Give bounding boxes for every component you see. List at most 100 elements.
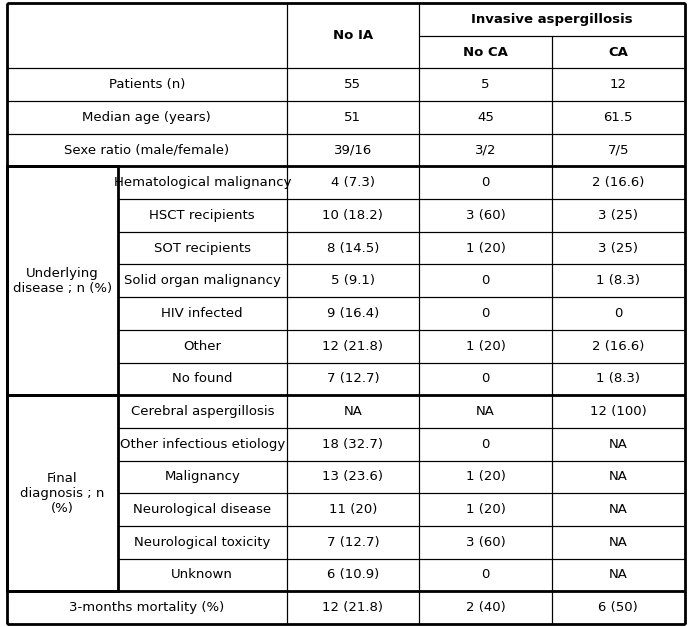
Text: 12 (21.8): 12 (21.8) xyxy=(323,340,383,352)
Text: Other infectious etiology: Other infectious etiology xyxy=(120,438,285,451)
Text: NA: NA xyxy=(476,405,495,418)
Bar xyxy=(7,167,118,395)
Bar xyxy=(7,134,287,167)
Bar xyxy=(287,297,419,330)
Text: Unknown: Unknown xyxy=(171,568,233,581)
Text: 1 (20): 1 (20) xyxy=(466,241,506,255)
Bar xyxy=(552,134,685,167)
Text: 2 (16.6): 2 (16.6) xyxy=(592,340,645,352)
Text: 5: 5 xyxy=(482,78,490,92)
Bar xyxy=(419,395,552,428)
Text: 45: 45 xyxy=(477,111,494,124)
Bar xyxy=(118,460,287,493)
Text: Neurological disease: Neurological disease xyxy=(133,503,271,516)
Text: SOT recipients: SOT recipients xyxy=(154,241,251,255)
Bar xyxy=(118,493,287,526)
Bar xyxy=(287,559,419,591)
Text: Malignancy: Malignancy xyxy=(164,470,240,483)
Text: 11 (20): 11 (20) xyxy=(329,503,377,516)
Bar xyxy=(552,591,685,624)
Text: NA: NA xyxy=(609,503,627,516)
Text: 10 (18.2): 10 (18.2) xyxy=(323,209,383,222)
Bar xyxy=(419,199,552,232)
Bar xyxy=(7,3,287,68)
Text: Hematological malignancy: Hematological malignancy xyxy=(114,176,291,189)
Text: Underlying
disease ; n (%): Underlying disease ; n (%) xyxy=(13,267,112,295)
Text: 2 (16.6): 2 (16.6) xyxy=(592,176,645,189)
Text: 8 (14.5): 8 (14.5) xyxy=(327,241,379,255)
Bar xyxy=(419,362,552,395)
Text: 6 (10.9): 6 (10.9) xyxy=(327,568,379,581)
Bar xyxy=(287,362,419,395)
Bar xyxy=(118,297,287,330)
Bar xyxy=(287,526,419,559)
Bar xyxy=(7,591,287,624)
Text: Other: Other xyxy=(183,340,222,352)
Text: Invasive aspergillosis: Invasive aspergillosis xyxy=(471,13,633,26)
Bar xyxy=(287,232,419,265)
Text: 51: 51 xyxy=(345,111,361,124)
Text: 3 (25): 3 (25) xyxy=(599,241,638,255)
Text: Patients (n): Patients (n) xyxy=(109,78,185,92)
Bar xyxy=(419,3,685,36)
Text: 0: 0 xyxy=(482,568,490,581)
Text: 39/16: 39/16 xyxy=(334,144,372,157)
Bar xyxy=(118,428,287,460)
Text: NA: NA xyxy=(609,568,627,581)
Text: 1 (8.3): 1 (8.3) xyxy=(596,275,641,287)
Text: Median age (years): Median age (years) xyxy=(83,111,211,124)
Bar xyxy=(7,68,287,101)
Bar xyxy=(419,460,552,493)
Bar xyxy=(287,134,419,167)
Text: HSCT recipients: HSCT recipients xyxy=(149,209,255,222)
Bar xyxy=(419,330,552,362)
Text: Neurological toxicity: Neurological toxicity xyxy=(134,535,270,549)
Text: 9 (16.4): 9 (16.4) xyxy=(327,307,379,320)
Bar xyxy=(552,36,685,68)
Text: 3 (60): 3 (60) xyxy=(466,209,506,222)
Bar xyxy=(419,101,552,134)
Text: NA: NA xyxy=(609,438,627,451)
Text: 1 (8.3): 1 (8.3) xyxy=(596,372,641,386)
Bar xyxy=(552,232,685,265)
Text: 12 (100): 12 (100) xyxy=(590,405,647,418)
Bar xyxy=(7,101,287,134)
Bar xyxy=(552,493,685,526)
Text: 13 (23.6): 13 (23.6) xyxy=(323,470,383,483)
Bar xyxy=(419,134,552,167)
Bar xyxy=(287,428,419,460)
Bar xyxy=(419,68,552,101)
Bar xyxy=(552,101,685,134)
Text: NA: NA xyxy=(609,535,627,549)
Bar xyxy=(552,167,685,199)
Text: 6 (50): 6 (50) xyxy=(599,601,638,614)
Text: No CA: No CA xyxy=(463,46,508,59)
Text: 2 (40): 2 (40) xyxy=(466,601,506,614)
Bar xyxy=(552,297,685,330)
Bar xyxy=(118,330,287,362)
Text: 1 (20): 1 (20) xyxy=(466,503,506,516)
Text: 1 (20): 1 (20) xyxy=(466,470,506,483)
Text: 1 (20): 1 (20) xyxy=(466,340,506,352)
Bar xyxy=(552,265,685,297)
Text: CA: CA xyxy=(608,46,628,59)
Text: NA: NA xyxy=(343,405,363,418)
Bar xyxy=(118,232,287,265)
Bar xyxy=(7,395,118,591)
Bar xyxy=(287,68,419,101)
Text: 55: 55 xyxy=(345,78,361,92)
Bar xyxy=(118,395,287,428)
Bar xyxy=(419,265,552,297)
Bar xyxy=(118,265,287,297)
Text: Final
diagnosis ; n
(%): Final diagnosis ; n (%) xyxy=(20,472,105,515)
Bar xyxy=(419,559,552,591)
Text: 61.5: 61.5 xyxy=(603,111,633,124)
Bar xyxy=(419,428,552,460)
Text: 0: 0 xyxy=(482,372,490,386)
Bar xyxy=(287,3,419,68)
Bar xyxy=(118,167,287,199)
Bar xyxy=(419,167,552,199)
Text: 3-months mortality (%): 3-months mortality (%) xyxy=(69,601,224,614)
Bar xyxy=(118,362,287,395)
Text: 7 (12.7): 7 (12.7) xyxy=(327,372,379,386)
